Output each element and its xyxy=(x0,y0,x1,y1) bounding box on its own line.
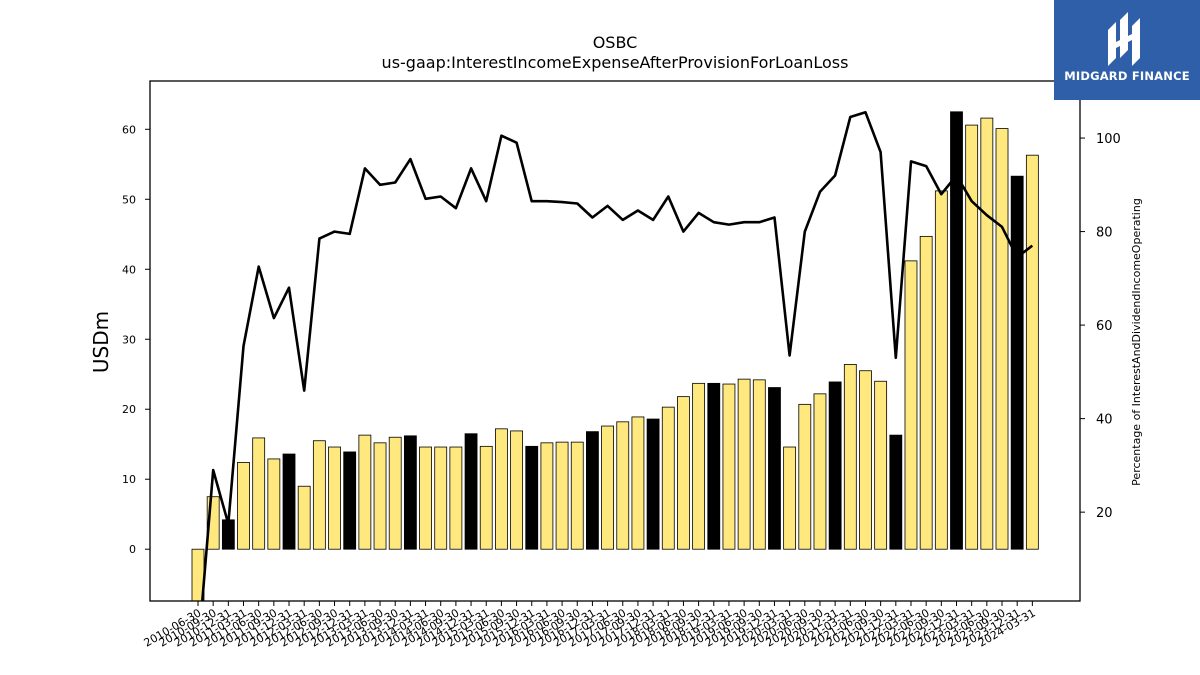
bar xyxy=(510,430,523,550)
bar xyxy=(843,364,857,550)
bar xyxy=(798,403,812,550)
chart-subtitle: us-gaap:InterestIncomeExpenseAfterProvis… xyxy=(382,53,849,72)
chart-title: OSBC xyxy=(593,33,638,52)
line-series-path xyxy=(200,111,1034,601)
bar xyxy=(555,441,569,550)
y-tick-label: 30 xyxy=(122,333,136,346)
bar xyxy=(1025,154,1039,550)
midgard-logo-icon xyxy=(1108,12,1140,66)
bar xyxy=(449,446,463,550)
bar xyxy=(267,458,281,550)
bar xyxy=(965,124,979,550)
bar xyxy=(464,433,478,550)
bar xyxy=(282,453,296,550)
bar xyxy=(373,442,387,550)
y2-tick-label: 60 xyxy=(1096,319,1113,334)
bar xyxy=(312,440,326,550)
bar xyxy=(677,396,690,550)
bar xyxy=(494,428,508,550)
plot-frame xyxy=(149,80,1081,602)
bar xyxy=(995,128,1009,550)
y2-axis-label: Percentage of InterestAndDividendIncomeO… xyxy=(1130,198,1143,486)
bar xyxy=(661,406,675,550)
line-series xyxy=(200,111,1034,601)
y-tick-label: 40 xyxy=(122,263,136,276)
brand-logo: MIDGARD FINANCE xyxy=(1054,0,1200,100)
bar xyxy=(904,260,918,550)
bar xyxy=(828,381,842,550)
bar xyxy=(646,418,660,550)
bar xyxy=(752,379,766,550)
bar xyxy=(419,446,432,550)
bar xyxy=(707,382,721,550)
y2-axis-ticks: 20 40 60 80 100 xyxy=(1080,132,1121,521)
y-tick-label: 10 xyxy=(122,473,136,486)
bar xyxy=(980,117,994,550)
bar xyxy=(434,446,448,550)
bar xyxy=(889,434,903,550)
y-tick-label: 20 xyxy=(122,403,136,416)
bar xyxy=(358,434,372,550)
bar xyxy=(252,437,266,550)
bar xyxy=(540,442,554,550)
bar xyxy=(525,445,539,550)
bar xyxy=(388,436,402,550)
bar xyxy=(919,235,933,550)
y-axis-label: USDm xyxy=(89,311,113,373)
bar xyxy=(768,387,781,550)
bar xyxy=(479,445,493,550)
bar xyxy=(328,446,341,550)
y2-tick-label: 100 xyxy=(1096,132,1121,147)
y-tick-label: 50 xyxy=(122,193,136,206)
bar-series xyxy=(191,111,1039,602)
bar xyxy=(586,431,599,550)
bar xyxy=(601,425,614,550)
bar xyxy=(874,380,888,550)
bar xyxy=(783,446,797,550)
bar xyxy=(737,378,751,550)
bar xyxy=(950,111,963,550)
bar xyxy=(631,416,645,550)
bar xyxy=(616,421,630,550)
logo-text: MIDGARD FINANCE xyxy=(1064,69,1190,83)
y-tick-label: 0 xyxy=(129,543,136,556)
bar xyxy=(934,190,948,550)
bar xyxy=(343,451,357,550)
bar xyxy=(722,383,736,550)
bar xyxy=(403,435,417,550)
bar xyxy=(1010,175,1024,550)
y-tick-label: 60 xyxy=(122,123,136,136)
y2-tick-label: 80 xyxy=(1096,226,1113,241)
y2-tick-label: 40 xyxy=(1096,413,1113,428)
bar xyxy=(297,485,311,550)
bar xyxy=(570,441,584,550)
y2-tick-label: 20 xyxy=(1096,506,1113,521)
bar xyxy=(859,370,872,550)
bar xyxy=(237,462,250,550)
y-axis-ticks: 0 10 20 30 40 50 60 xyxy=(122,123,150,556)
bar xyxy=(692,382,706,550)
bar xyxy=(813,393,827,550)
x-axis-ticks: 2010-06-302010-09-302010-12-312011-03-31… xyxy=(142,601,1038,650)
